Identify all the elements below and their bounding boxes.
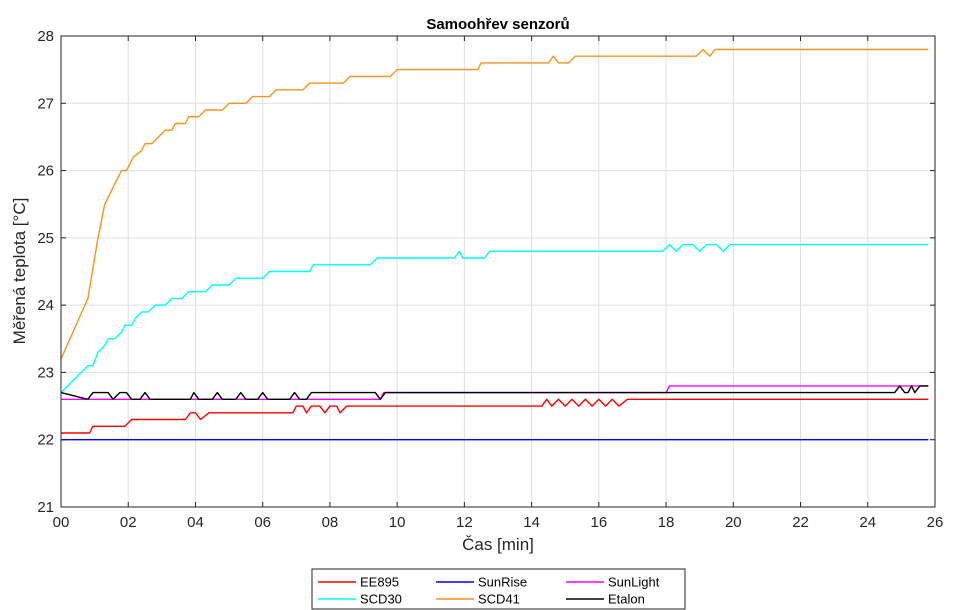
x-tick-label: 02 xyxy=(120,514,137,531)
legend-box xyxy=(311,568,686,610)
x-tick-label: 14 xyxy=(523,514,540,531)
series-lines xyxy=(60,48,929,441)
y-tick-label: 26 xyxy=(37,163,54,180)
y-tick-label: 24 xyxy=(37,297,54,314)
y-axis-title: Měřená teplota [°C] xyxy=(10,198,29,345)
legend-label-sunlight: SunLight xyxy=(608,575,660,590)
x-tick-label: 22 xyxy=(792,514,809,531)
series-line-etalon xyxy=(60,385,929,400)
legend: EE895 SunRise SunLight SCD30 SCD41 Etalon xyxy=(311,568,686,610)
series-line-ee895 xyxy=(61,398,929,434)
legend-label-scd30: SCD30 xyxy=(360,592,402,607)
legend-label-scd41: SCD41 xyxy=(478,592,520,607)
y-tick-label: 25 xyxy=(37,230,54,247)
series-line-scd41 xyxy=(60,48,929,360)
y-tick-label: 27 xyxy=(37,95,54,112)
x-tick-label: 04 xyxy=(187,514,204,531)
y-axis-ticks: 21 22 23 24 25 26 27 28 xyxy=(37,28,935,516)
y-tick-label: 21 xyxy=(37,499,54,516)
y-tick-label: 22 xyxy=(37,432,54,449)
x-tick-label: 00 xyxy=(53,514,70,531)
plot-area xyxy=(61,36,935,507)
legend-label-ee895: EE895 xyxy=(360,575,399,590)
x-tick-label: 10 xyxy=(389,514,406,531)
x-tick-label: 16 xyxy=(591,514,608,531)
y-tick-label: 28 xyxy=(37,28,54,45)
y-tick-label: 23 xyxy=(37,364,54,381)
legend-label-etalon: Etalon xyxy=(608,592,645,607)
x-axis-title: Čas [min] xyxy=(462,535,534,554)
x-tick-label: 26 xyxy=(927,514,944,531)
x-tick-label: 06 xyxy=(254,514,271,531)
legend-label-sunrise: SunRise xyxy=(478,575,527,590)
x-axis-ticks: 00 02 04 06 08 10 12 14 16 18 20 22 24 26 xyxy=(53,36,944,531)
x-tick-label: 12 xyxy=(456,514,473,531)
series-line-scd30 xyxy=(60,243,929,394)
x-tick-label: 20 xyxy=(725,514,742,531)
plot-frame xyxy=(60,35,936,508)
x-tick-label: 18 xyxy=(658,514,675,531)
x-tick-label: 24 xyxy=(859,514,876,531)
x-tick-label: 08 xyxy=(322,514,339,531)
chart-title: Samoohřev senzorů xyxy=(426,16,569,33)
